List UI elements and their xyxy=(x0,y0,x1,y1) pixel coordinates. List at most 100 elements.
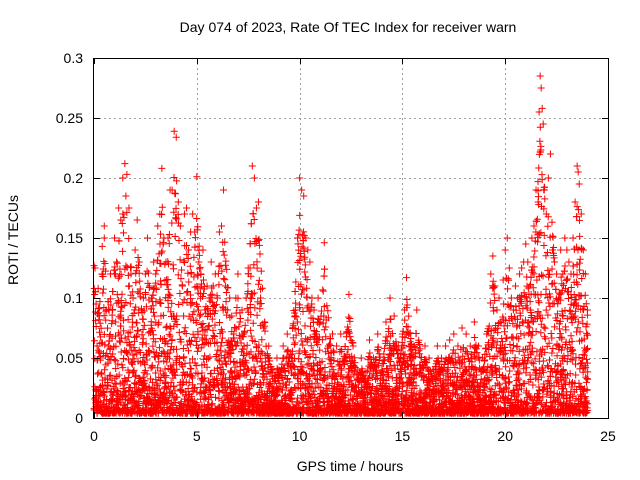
data-point xyxy=(100,330,108,338)
data-point xyxy=(231,363,239,371)
data-point xyxy=(450,330,458,338)
data-point xyxy=(183,251,191,259)
data-point xyxy=(174,271,182,279)
data-point xyxy=(98,369,106,377)
data-point xyxy=(299,237,307,245)
data-point xyxy=(106,372,114,380)
data-point xyxy=(121,347,129,355)
data-point xyxy=(174,198,182,206)
data-point xyxy=(290,371,298,379)
data-point xyxy=(503,234,511,242)
data-point xyxy=(129,393,137,401)
data-point xyxy=(366,336,374,344)
data-point xyxy=(117,322,125,330)
data-point xyxy=(139,339,147,347)
data-point xyxy=(96,319,104,327)
data-point xyxy=(295,226,303,234)
data-point xyxy=(308,303,316,311)
data-point xyxy=(231,380,239,388)
data-point xyxy=(299,364,307,372)
data-point xyxy=(109,306,117,314)
data-point xyxy=(300,347,308,355)
data-point xyxy=(103,385,111,393)
data-point xyxy=(296,301,304,309)
data-point xyxy=(442,342,450,350)
data-point xyxy=(122,391,130,399)
data-point xyxy=(246,264,254,272)
data-point xyxy=(149,302,157,310)
data-point xyxy=(542,306,550,314)
data-point xyxy=(217,222,225,230)
data-point xyxy=(229,334,237,342)
data-point xyxy=(130,355,138,363)
data-point xyxy=(185,246,193,254)
data-point xyxy=(559,270,567,278)
data-point xyxy=(119,174,127,182)
data-point xyxy=(574,168,582,176)
data-point xyxy=(220,275,228,283)
data-point xyxy=(95,316,103,324)
data-point xyxy=(541,324,549,332)
data-point xyxy=(236,314,244,322)
data-point xyxy=(115,237,123,245)
data-point xyxy=(139,353,147,361)
data-point xyxy=(250,380,258,388)
data-point xyxy=(155,385,163,393)
data-point xyxy=(267,365,275,373)
data-point xyxy=(203,339,211,347)
data-point xyxy=(197,320,205,328)
data-point xyxy=(537,84,545,92)
data-point xyxy=(106,295,114,303)
data-point xyxy=(176,256,184,264)
data-point xyxy=(221,404,229,412)
data-point xyxy=(157,260,165,268)
data-point xyxy=(211,333,219,341)
data-point xyxy=(164,276,172,284)
data-point xyxy=(535,164,543,172)
data-point xyxy=(100,388,108,396)
data-point xyxy=(295,256,303,264)
data-point xyxy=(234,270,242,278)
data-point xyxy=(112,342,120,350)
data-point xyxy=(516,270,524,278)
data-point xyxy=(130,366,138,374)
data-point xyxy=(236,373,244,381)
data-point xyxy=(192,316,200,324)
data-point xyxy=(542,252,550,260)
data-point xyxy=(182,330,190,338)
data-point xyxy=(103,324,111,332)
data-point xyxy=(312,375,320,383)
data-point xyxy=(134,254,142,262)
data-point xyxy=(136,285,144,293)
data-point xyxy=(294,240,302,248)
data-point xyxy=(97,370,105,378)
data-point xyxy=(545,299,553,307)
data-point xyxy=(173,177,181,185)
data-point xyxy=(413,306,421,314)
data-point xyxy=(536,72,544,80)
data-point xyxy=(164,297,172,305)
data-point xyxy=(124,400,132,408)
data-point xyxy=(250,174,258,182)
data-point xyxy=(223,265,231,273)
data-point xyxy=(328,330,336,338)
data-point xyxy=(164,340,172,348)
data-point xyxy=(253,258,261,266)
data-point xyxy=(171,371,179,379)
data-point xyxy=(215,281,223,289)
data-point xyxy=(179,344,187,352)
data-point xyxy=(306,322,314,330)
data-point xyxy=(522,240,530,248)
data-point xyxy=(165,290,173,298)
data-point xyxy=(101,366,109,374)
data-point xyxy=(152,270,160,278)
data-point xyxy=(157,299,165,307)
data-point xyxy=(165,355,173,363)
data-point xyxy=(178,266,186,274)
data-point xyxy=(307,342,315,350)
data-point xyxy=(112,318,120,326)
data-point xyxy=(195,258,203,266)
data-point xyxy=(171,189,179,197)
data-point xyxy=(282,400,290,408)
